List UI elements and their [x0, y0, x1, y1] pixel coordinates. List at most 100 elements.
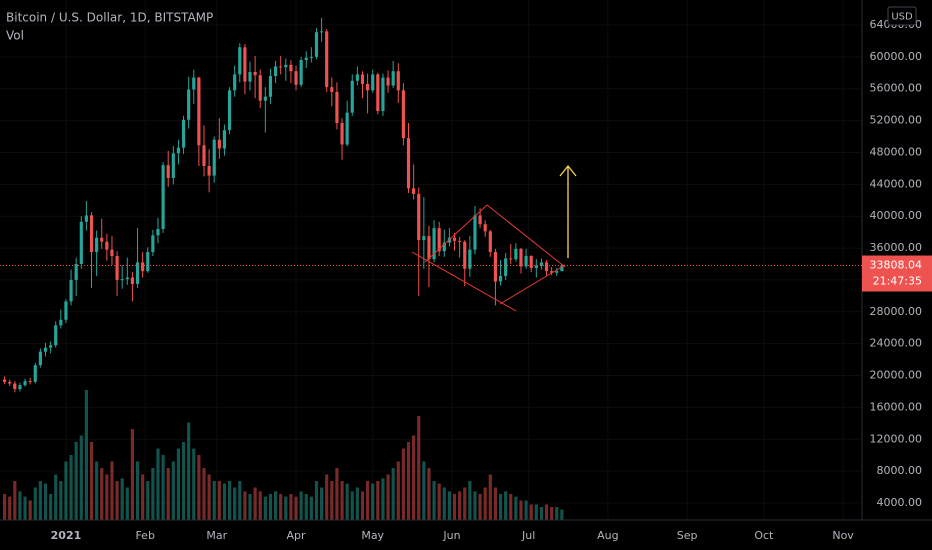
volume-bar — [483, 487, 487, 520]
candle-body — [555, 271, 559, 273]
volume-bar — [105, 474, 109, 520]
candle-body — [406, 138, 411, 189]
last-price-label: 33808.04 — [870, 259, 923, 272]
volume-bar — [253, 487, 257, 520]
volume-bar — [427, 468, 431, 520]
volume-bar — [18, 491, 22, 520]
candle-body — [509, 258, 513, 260]
volume-bar — [279, 494, 283, 520]
y-tick-label: 16000.00 — [870, 400, 923, 413]
volume-bar — [488, 474, 492, 520]
volume-bar — [38, 481, 42, 520]
volume-bar — [151, 468, 155, 520]
candle-body — [197, 77, 201, 146]
candle-body — [146, 252, 150, 272]
volume-bar — [529, 504, 533, 520]
volume-bar — [396, 461, 400, 520]
volume-bar — [447, 491, 451, 520]
volume-bar — [452, 494, 457, 520]
candle-body — [371, 74, 375, 91]
candle-body — [401, 90, 405, 139]
volume-bar — [473, 491, 477, 520]
volume-bar — [314, 481, 319, 520]
volume-bar — [442, 487, 446, 520]
volume-bar — [146, 481, 150, 520]
candle-body — [222, 130, 227, 149]
candle-body — [110, 249, 114, 257]
volume-bar — [493, 487, 498, 520]
candle-body — [84, 215, 88, 222]
volume-bar — [89, 442, 94, 520]
candle-body — [473, 215, 477, 250]
y-tick-label: 8000.00 — [877, 464, 923, 477]
volume-bar — [376, 481, 380, 520]
candle-body — [355, 74, 359, 81]
candle-body — [233, 74, 237, 91]
candle-body — [299, 60, 303, 85]
candle-body — [539, 262, 544, 266]
volume-bar — [8, 496, 12, 520]
volume-bar — [181, 442, 186, 520]
candle-body — [417, 193, 421, 241]
volume-bar — [401, 448, 405, 520]
candle-body — [115, 256, 119, 280]
candle-body — [49, 345, 53, 348]
candle-body — [141, 262, 145, 272]
candle-body — [488, 231, 492, 253]
volume-bar — [130, 429, 135, 520]
currency-box[interactable] — [887, 6, 917, 26]
candle-body — [294, 71, 298, 85]
volume-bar — [555, 507, 559, 520]
volume-bar — [325, 474, 329, 520]
volume-bar — [202, 468, 206, 520]
volume-bar — [498, 494, 503, 520]
arrow-head — [559, 164, 577, 177]
volume-bar — [238, 481, 242, 520]
volume-bar — [268, 494, 273, 520]
volume-bar — [534, 504, 538, 520]
volume-bar — [360, 491, 365, 520]
x-tick-label: Aug — [597, 529, 618, 542]
candle-body — [89, 215, 94, 253]
y-tick-label: 12000.00 — [870, 432, 923, 445]
candle-body — [529, 256, 533, 268]
volume-bar — [23, 496, 27, 520]
y-tick-label: 52000.00 — [870, 114, 923, 127]
volume-bar — [391, 468, 395, 520]
candle-body — [3, 379, 7, 382]
volume-bar — [422, 461, 426, 520]
candle-body — [23, 381, 27, 386]
candle-body — [386, 77, 390, 86]
candle-body — [38, 351, 42, 366]
volume-bar — [217, 481, 221, 520]
candle-body — [320, 31, 324, 33]
volume-bar — [539, 507, 544, 520]
candle-body — [350, 80, 354, 113]
candle-body — [217, 139, 221, 149]
candle-body — [279, 66, 283, 68]
volume-bar — [176, 448, 181, 520]
candle-body — [381, 77, 385, 112]
candle-body — [79, 221, 83, 264]
candle-body — [69, 279, 73, 302]
volume-bar — [330, 481, 334, 520]
candle-body — [498, 275, 503, 282]
candle-body — [212, 139, 216, 176]
pattern-line — [424, 204, 488, 263]
candle-body — [360, 74, 365, 84]
volume-bar — [212, 481, 216, 520]
volume-bar — [192, 448, 196, 520]
candle-body — [519, 248, 523, 267]
x-tick-label: Feb — [135, 529, 154, 542]
volume-bar — [248, 494, 252, 520]
candle-body — [74, 263, 78, 280]
x-tick-label: Nov — [832, 529, 854, 542]
volume-bar — [49, 494, 53, 520]
volume-bar — [463, 487, 467, 520]
volume-bar — [233, 487, 237, 520]
candle-body — [18, 385, 22, 390]
candle-body — [514, 248, 518, 260]
volume-bar — [432, 481, 436, 520]
candle-body — [100, 237, 104, 242]
